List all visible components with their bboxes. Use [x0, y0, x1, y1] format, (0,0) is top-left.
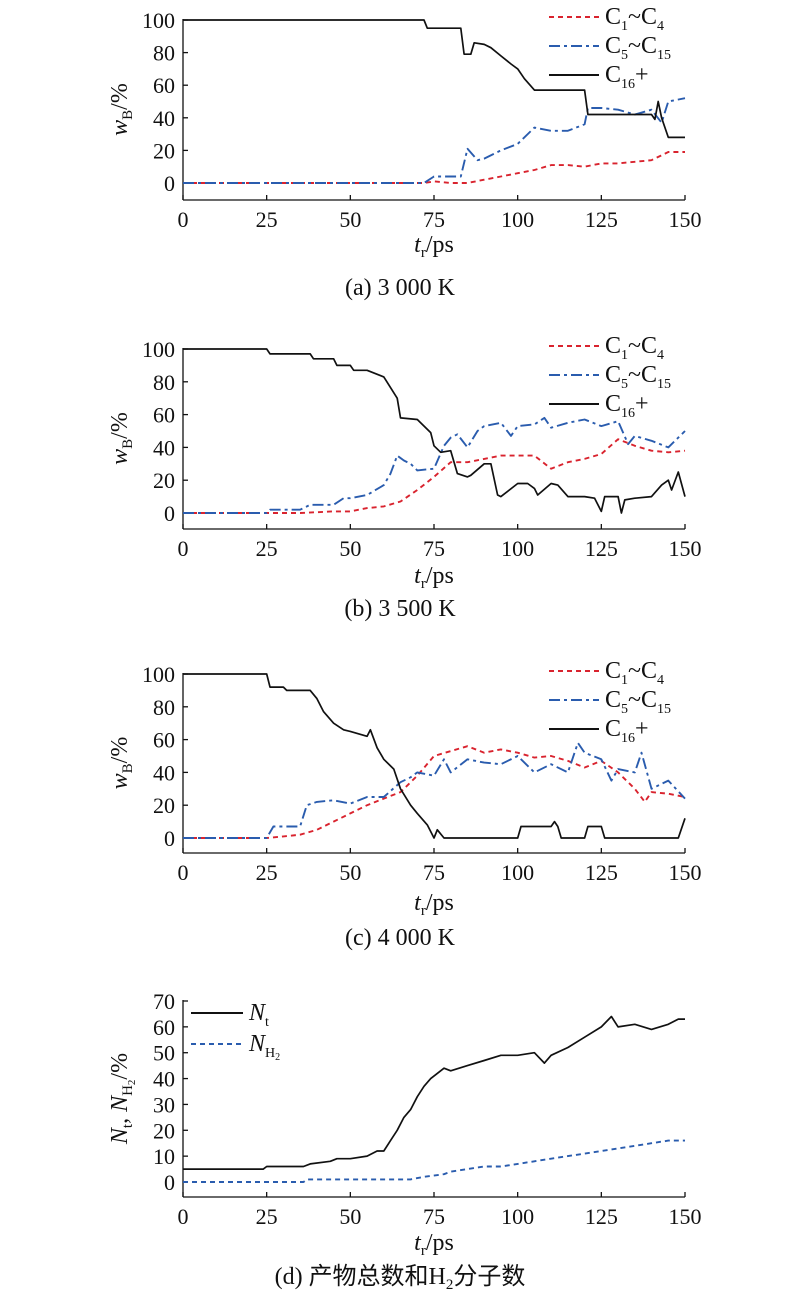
y-tick-label: 100: [142, 8, 175, 33]
y-axis-label: wB/%: [107, 737, 136, 790]
y-tick-label: 20: [153, 793, 175, 818]
x-tick-label: 50: [339, 1204, 361, 1229]
chart-panel-3: 0 20 40 60 80 100 0 25 50 75 100 125 150 tr/ps wB/% C1~…: [107, 658, 702, 951]
panel-caption: (a) 3 000 K: [345, 275, 456, 301]
series-line-3: [183, 348, 686, 514]
series-line-1: [183, 151, 685, 184]
x-tick-label: 75: [423, 1204, 445, 1229]
chart-panel-1: 0 20 40 60 80 100 0 25 50 75 100 125 150 tr/ps wB/% C1~…: [107, 4, 702, 301]
y-tick-label: 40: [153, 435, 175, 460]
x-tick-label: 125: [585, 860, 618, 885]
x-tick-label: 0: [178, 207, 189, 232]
y-tick-label: 60: [153, 403, 175, 428]
x-axis-label: tr/ps: [414, 1230, 454, 1259]
panel-caption: (d) 产物总数和H2分子数: [275, 1263, 526, 1293]
y-tick-label: 100: [142, 337, 175, 362]
legend-label-3: C16+: [605, 716, 649, 746]
x-axis-label: tr/ps: [414, 232, 454, 261]
x-tick-label: 25: [256, 207, 278, 232]
legend-label-1: C1~C4: [605, 658, 664, 688]
legend-label-1: C1~C4: [605, 4, 664, 34]
y-tick-label: 20: [153, 468, 175, 493]
y-tick-label: 20: [153, 138, 175, 163]
x-tick-label: 100: [501, 536, 534, 561]
y-tick-label: 20: [153, 1118, 175, 1143]
legend-label-3: C16+: [605, 391, 649, 421]
y-tick-label: 0: [164, 501, 175, 526]
series-line-3: [183, 19, 685, 139]
y-tick-label: 0: [164, 171, 175, 196]
y-axis-label: wB/%: [107, 412, 136, 465]
x-tick-label: 150: [669, 860, 702, 885]
x-tick-label: 125: [585, 207, 618, 232]
x-tick-label: 50: [339, 207, 361, 232]
panel-caption: (b) 3 500 K: [344, 596, 456, 622]
y-tick-label: 60: [153, 73, 175, 98]
y-tick-label: 40: [153, 106, 175, 131]
y-axis-label: Nt, NH2/%: [107, 1053, 138, 1145]
x-tick-label: 100: [501, 860, 534, 885]
y-tick-label: 70: [153, 989, 175, 1014]
x-tick-label: 150: [669, 536, 702, 561]
y-tick-label: 100: [142, 662, 175, 687]
series-line-2: [183, 741, 686, 839]
y-tick-label: 50: [153, 1041, 175, 1066]
x-tick-label: 100: [501, 207, 534, 232]
series-line-1: [183, 438, 686, 514]
legend-label-1: Nt: [248, 1000, 269, 1030]
legend-label-2: C5~C15: [605, 362, 671, 392]
legend-label-3: C16+: [605, 62, 649, 92]
legend-label-2: C5~C15: [605, 33, 671, 63]
panel-caption: (c) 4 000 K: [345, 925, 456, 951]
legend-label-1: C1~C4: [605, 333, 664, 363]
x-tick-label: 75: [423, 860, 445, 885]
y-tick-label: 80: [153, 695, 175, 720]
x-tick-label: 0: [178, 1204, 189, 1229]
chart-panel-2: 0 20 40 60 80 100 0 25 50 75 100 125 150 tr/ps wB/% C1~…: [107, 333, 702, 622]
y-axis-label: wB/%: [107, 83, 136, 136]
series-line-1: [183, 745, 686, 839]
x-tick-label: 75: [423, 207, 445, 232]
x-tick-label: 50: [339, 860, 361, 885]
legend-label-2: C5~C15: [605, 687, 671, 717]
y-tick-label: 60: [153, 728, 175, 753]
y-tick-label: 10: [153, 1144, 175, 1169]
legend-label-2: NH2: [248, 1031, 280, 1063]
y-tick-label: 60: [153, 1015, 175, 1040]
series-line-2: [183, 97, 686, 184]
x-tick-label: 75: [423, 536, 445, 561]
series-line-1: [183, 1015, 685, 1170]
x-tick-label: 0: [178, 860, 189, 885]
x-tick-label: 25: [256, 536, 278, 561]
x-axis-label: tr/ps: [414, 890, 454, 919]
x-tick-label: 125: [585, 1204, 618, 1229]
x-tick-label: 25: [256, 860, 278, 885]
series-line-2: [183, 1139, 685, 1183]
x-tick-label: 0: [178, 536, 189, 561]
x-tick-label: 150: [669, 1204, 702, 1229]
y-tick-label: 0: [164, 826, 175, 851]
y-tick-label: 80: [153, 370, 175, 395]
series-line-3: [183, 673, 686, 839]
x-tick-label: 150: [669, 207, 702, 232]
y-tick-label: 40: [153, 1067, 175, 1092]
y-tick-label: 0: [164, 1170, 175, 1195]
x-tick-label: 25: [256, 1204, 278, 1229]
x-tick-label: 100: [501, 1204, 534, 1229]
x-tick-label: 50: [339, 536, 361, 561]
y-tick-label: 40: [153, 760, 175, 785]
x-axis-label: tr/ps: [414, 563, 454, 592]
y-tick-label: 30: [153, 1092, 175, 1117]
x-tick-label: 125: [585, 536, 618, 561]
y-tick-label: 80: [153, 41, 175, 66]
series-line-2: [183, 416, 686, 514]
